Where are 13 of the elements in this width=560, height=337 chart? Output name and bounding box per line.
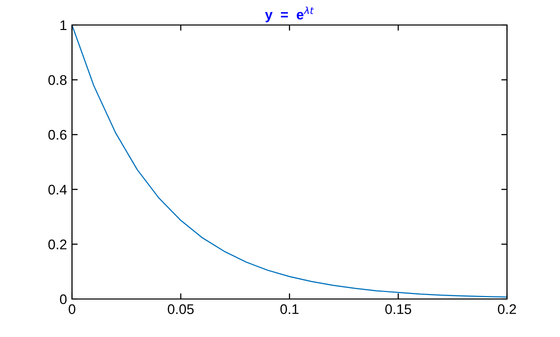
x-tick-label: 0.05 bbox=[168, 304, 194, 314]
y-tick-label: 0.8 bbox=[48, 75, 67, 85]
y-tick-label: 1 bbox=[60, 20, 66, 30]
x-tick-label: 0 bbox=[68, 304, 76, 314]
line-series bbox=[72, 25, 507, 298]
y-tick-label: 0.6 bbox=[48, 130, 67, 140]
x-tick-label: 0.15 bbox=[385, 304, 412, 314]
y-tick-label: 0 bbox=[60, 294, 67, 304]
x-tick-label: 0.2 bbox=[498, 304, 516, 314]
chart-title: y = e$^{λt}$ bbox=[265, 6, 314, 22]
y-tick-label: 0.4 bbox=[48, 184, 67, 195]
x-tick-label: 0.1 bbox=[280, 304, 298, 314]
y-tick-label: 0.2 bbox=[48, 240, 66, 250]
